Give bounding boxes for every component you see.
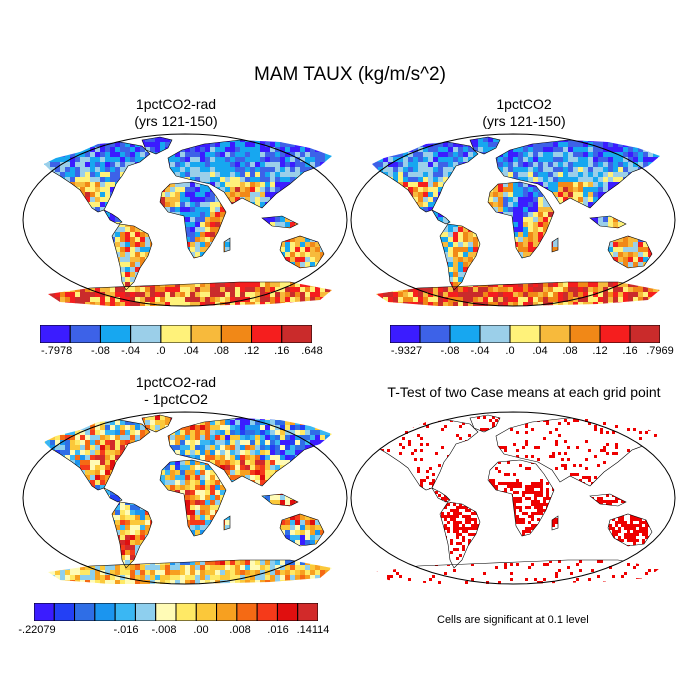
colorbar-box xyxy=(256,603,278,621)
colorbar-label: .0 xyxy=(156,345,166,357)
colorbar-box xyxy=(569,325,601,343)
colorbar-label: .14114 xyxy=(296,624,330,636)
colorbar-box xyxy=(220,325,253,343)
colorbar-box xyxy=(34,603,55,621)
colorbar-label: .04 xyxy=(183,345,199,357)
colorbar-labels-rad: -.7978 -.08 -.04 .0 .04 .08 .12 .16 .648 xyxy=(40,345,323,359)
panel-title-rad-line1: 1pctCO2-rad xyxy=(135,96,217,112)
colorbar-label: -.04 xyxy=(121,345,141,357)
colorbar-box xyxy=(69,325,101,343)
colorbar-label: .16 xyxy=(274,345,290,357)
colorbar-box xyxy=(479,325,511,343)
colorbar-box xyxy=(509,325,541,343)
colorbar-box xyxy=(216,603,238,621)
panel-title-ttest-line1: T-Test of two Case means at each grid po… xyxy=(387,384,661,400)
colorbar-diff xyxy=(34,603,318,621)
panel-title-ctl: 1pctCO2 (yrs 121-150) xyxy=(374,96,674,130)
colorbar-box xyxy=(236,603,258,621)
colorbar-box xyxy=(281,325,312,343)
colorbar-label: -.08 xyxy=(90,345,110,357)
colorbar-label: .08 xyxy=(213,345,229,357)
colorbar-box xyxy=(599,325,631,343)
colorbar-box xyxy=(190,325,222,343)
colorbar-label: -.7978 xyxy=(41,345,73,357)
colorbar-label: .16 xyxy=(622,345,638,357)
map-ctl xyxy=(350,133,676,307)
colorbar-box xyxy=(251,325,283,343)
colorbar-box xyxy=(276,603,299,621)
colorbar-box xyxy=(114,603,136,621)
panel-title-ctl-line1: 1pctCO2 xyxy=(496,96,552,112)
colorbar-label: .008 xyxy=(229,624,251,636)
map-boundary xyxy=(22,411,348,585)
colorbar-box xyxy=(390,325,421,343)
colorbar-label: -.9327 xyxy=(390,345,423,357)
panel-title-diff-line2: - 1pctCO2 xyxy=(144,391,208,407)
colorbar-box xyxy=(160,325,192,343)
colorbar-ctl xyxy=(390,325,660,343)
colorbar-box xyxy=(195,603,218,621)
colorbar-box xyxy=(74,603,96,621)
colorbar-labels-diff: -.22079 -.016 -.008 .00 .008 .016 .14114 xyxy=(18,624,329,638)
map-boundary xyxy=(22,133,348,307)
significance-note: Cells are significant at 0.1 level xyxy=(437,614,589,626)
map-diff xyxy=(22,411,348,585)
colorbar-box xyxy=(40,325,71,343)
colorbar-label: .04 xyxy=(532,345,548,357)
colorbar-labels-ctl: -.9327 -.08 -.04 .0 .04 .08 .12 .16 .7969 xyxy=(390,345,674,359)
colorbar-box xyxy=(175,603,197,621)
colorbar-label: -.22079 xyxy=(18,624,56,636)
colorbar-label: -.04 xyxy=(470,345,490,357)
colorbar-label: .08 xyxy=(562,345,578,357)
colorbar-label: -.08 xyxy=(440,345,460,357)
colorbar-label: .016 xyxy=(267,624,289,636)
map-ttest xyxy=(350,411,676,585)
panel-title-ttest: T-Test of two Case means at each grid po… xyxy=(352,384,696,401)
map-boundary xyxy=(350,133,676,307)
colorbar-box xyxy=(629,325,660,343)
colorbar-box xyxy=(99,325,132,343)
panel-title-diff-line1: 1pctCO2-rad xyxy=(135,374,217,390)
figure-title: MAM TAUX (kg/m/s^2) xyxy=(254,64,446,85)
colorbar-box xyxy=(130,325,162,343)
colorbar-label: .00 xyxy=(193,624,209,636)
panel-title-diff: 1pctCO2-rad - 1pctCO2 xyxy=(26,374,326,408)
colorbar-label: -.016 xyxy=(113,624,139,636)
colorbar-box xyxy=(53,603,76,621)
panel-title-rad-line2: (yrs 121-150) xyxy=(134,113,218,129)
colorbar-label: .7969 xyxy=(646,345,674,357)
colorbar-rad xyxy=(40,325,312,343)
map-rad xyxy=(22,133,348,307)
colorbar-box xyxy=(297,603,318,621)
panel-title-ctl-line2: (yrs 121-150) xyxy=(482,113,566,129)
colorbar-box xyxy=(94,603,116,621)
panel-title-rad: 1pctCO2-rad (yrs 121-150) xyxy=(26,96,326,130)
colorbar-box xyxy=(134,603,157,621)
colorbar-label: .648 xyxy=(301,345,323,357)
colorbar-box xyxy=(155,603,177,621)
colorbar-label: .12 xyxy=(592,345,608,357)
colorbar-box xyxy=(539,325,571,343)
colorbar-box xyxy=(419,325,451,343)
colorbar-box xyxy=(449,325,481,343)
colorbar-label: -.008 xyxy=(151,624,177,636)
colorbar-label: .12 xyxy=(243,345,260,357)
map-boundary xyxy=(350,411,676,585)
colorbar-label: .0 xyxy=(505,345,515,357)
